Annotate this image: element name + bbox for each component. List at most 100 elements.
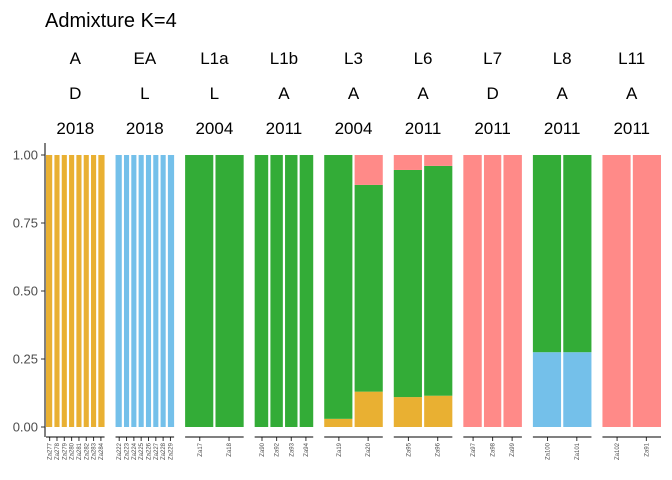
bar-segment	[60, 155, 68, 427]
bar-segment	[254, 155, 270, 427]
y-tick-label: 0.00	[13, 420, 38, 435]
panel-header-2: 2011	[405, 119, 442, 138]
sample-label: Za98	[491, 442, 497, 456]
panel-header-0: L1a	[200, 49, 229, 68]
bar-segment	[137, 155, 145, 427]
bar-segment	[82, 155, 90, 427]
bar-segment	[46, 155, 54, 427]
sample-label: Za91	[644, 442, 650, 456]
sample-label: Za222	[117, 442, 123, 460]
sample-label: Za224	[132, 442, 138, 460]
panel-header-1: L	[210, 84, 219, 103]
panel-header-2: 2004	[195, 119, 233, 138]
sample-label: Za20	[366, 442, 372, 456]
panel-header-0: L8	[553, 49, 572, 68]
bar-segment	[562, 352, 592, 427]
sample-label: Za90	[260, 442, 266, 456]
bar-segment	[75, 155, 83, 427]
bar-segment	[393, 155, 424, 170]
sample-label: Za94	[304, 442, 310, 456]
panel-header-0: L11	[618, 49, 645, 68]
panel-3: L1b A 2011 Za90 Za92 Za93 Za94	[254, 49, 314, 457]
sample-label: Za18	[227, 442, 233, 456]
sample-label: Za97	[471, 442, 477, 456]
bar-segment	[353, 184, 383, 392]
sample-label: Za101	[575, 442, 581, 460]
bar-segment	[53, 155, 61, 427]
sample-label: Za17	[198, 442, 204, 456]
panel-header-2: 2018	[56, 119, 94, 138]
panel-header-2: 2011	[266, 119, 303, 138]
sample-label: Za95	[406, 442, 412, 456]
bar-segment	[463, 155, 483, 427]
bar-segment	[602, 155, 632, 427]
sample-label: Za226	[146, 442, 152, 460]
sample-label: Za284	[99, 442, 105, 460]
panel-header-0: L1b	[270, 49, 298, 68]
bar-segment	[393, 169, 424, 398]
bar-segment	[298, 155, 314, 427]
sample-label: Za283	[92, 442, 98, 460]
bar-segment	[353, 155, 383, 185]
panel-2: L1a L 2004 Za17 Za18	[185, 49, 244, 457]
y-tick-label: 1.00	[13, 148, 38, 163]
bar-segment	[97, 155, 105, 427]
panel-header-2: 2018	[126, 119, 164, 138]
bar-segment	[122, 155, 131, 427]
panel-4: L3 A 2004 Za19 Za20	[324, 49, 383, 457]
bar-segment	[152, 155, 160, 427]
panel-7: L8 A 2011 Za100 Za101	[532, 49, 592, 460]
sample-label: Za100	[546, 442, 552, 460]
bar-segment	[166, 155, 175, 427]
bar-segment	[532, 352, 563, 427]
sample-label: Za92	[275, 442, 281, 456]
bar-segment	[130, 155, 138, 427]
panel-header-1: A	[626, 84, 638, 103]
bar-segment	[502, 155, 522, 427]
panel-header-0: L6	[414, 49, 433, 68]
sample-label: Za229	[168, 442, 174, 460]
bar-segment	[144, 155, 153, 427]
panel-header-1: L	[140, 84, 149, 103]
panel-5: L6 A 2011 Za95 Za96	[393, 49, 453, 457]
sample-label: Za281	[77, 442, 83, 460]
panel-header-1: A	[556, 84, 568, 103]
sample-label: Za282	[84, 442, 90, 460]
bar-segment	[423, 395, 453, 427]
sample-label: Za19	[337, 442, 343, 456]
panel-header-2: 2004	[335, 119, 373, 138]
panel-header-1: D	[486, 84, 498, 103]
panel-header-1: A	[348, 84, 360, 103]
bar-segment	[631, 155, 661, 427]
panel-header-2: 2011	[474, 119, 511, 138]
bar-segment	[423, 165, 453, 396]
panel-header-1: A	[278, 84, 290, 103]
bar-segment	[89, 155, 98, 427]
panel-header-2: 2011	[613, 119, 650, 138]
sample-label: Za93	[289, 442, 295, 456]
bar-segment	[185, 155, 215, 427]
sample-label: Za99	[510, 442, 516, 456]
bar-segment	[269, 155, 284, 427]
y-axis: 0.00 0.25 0.50 0.75 1.00	[13, 143, 46, 437]
y-tick-label: 0.50	[13, 284, 38, 299]
sample-label: Za279	[62, 442, 68, 460]
panel-8: L11 A 2011 Za102 Za91	[602, 49, 661, 460]
sample-label: Za96	[436, 442, 442, 456]
bar-segment	[159, 155, 167, 427]
y-tick-label: 0.25	[13, 352, 38, 367]
bar-segment	[115, 155, 123, 427]
panel-header-2: 2011	[544, 119, 581, 138]
bar-segment	[562, 155, 592, 353]
bar-segment	[324, 155, 354, 419]
bar-segment	[283, 155, 299, 427]
panel-header-1: A	[417, 84, 429, 103]
sample-label: Za225	[139, 442, 145, 460]
panel-header-0: A	[70, 49, 82, 68]
chart-title: Admixture K=4	[45, 10, 177, 32]
sample-label: Za280	[70, 442, 76, 460]
bar-segment	[353, 391, 383, 427]
